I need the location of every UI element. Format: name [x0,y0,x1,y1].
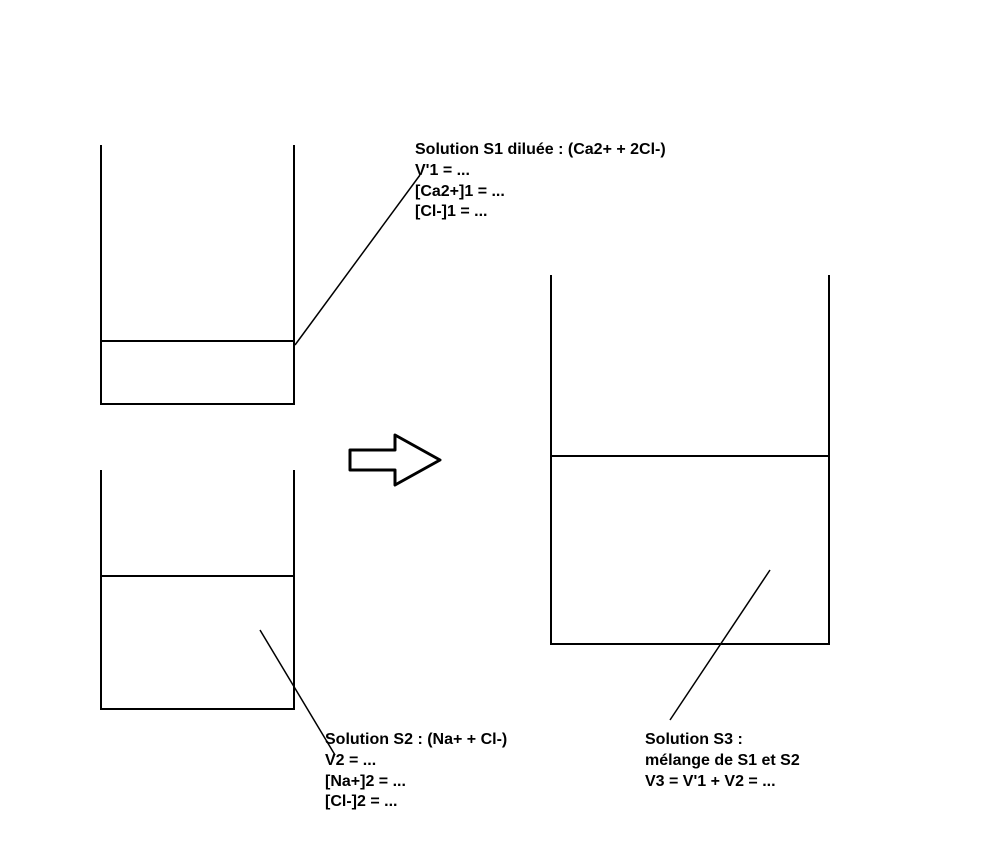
pointer-s1 [295,175,420,345]
label-s1-line1: V'1 = ... [415,161,666,182]
beaker-s2 [100,470,295,710]
label-s2-line3: [Cl-]2 = ... [325,792,507,813]
label-s1-line2: [Ca2+]1 = ... [415,182,666,203]
label-s1: Solution S1 diluée : (Ca2+ + 2Cl-) V'1 =… [415,140,666,223]
label-s1-title: Solution S1 diluée : (Ca2+ + 2Cl-) [415,140,666,161]
label-s1-line3: [Cl-]1 = ... [415,202,666,223]
label-s3: Solution S3 : mélange de S1 et S2 V3 = V… [645,730,800,792]
label-s3-line1: mélange de S1 et S2 [645,751,800,772]
label-s2-line1: V2 = ... [325,751,507,772]
label-s3-line2: V3 = V'1 + V2 = ... [645,772,800,793]
liquid-line-s2 [102,575,293,577]
label-s2-line2: [Na+]2 = ... [325,772,507,793]
liquid-line-s3 [552,455,828,457]
beaker-s3 [550,275,830,645]
mix-arrow-icon [345,430,445,495]
label-s2: Solution S2 : (Na+ + Cl-) V2 = ... [Na+]… [325,730,507,813]
beaker-s1 [100,145,295,405]
label-s2-title: Solution S2 : (Na+ + Cl-) [325,730,507,751]
label-s3-title: Solution S3 : [645,730,800,751]
liquid-line-s1 [102,340,293,342]
